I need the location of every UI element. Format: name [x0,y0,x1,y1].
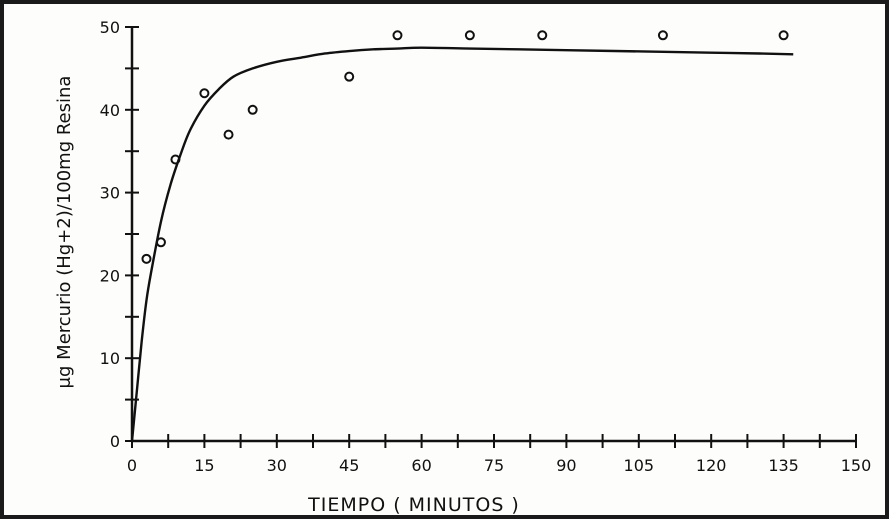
x-tick-label: 30 [267,456,287,475]
data-point [537,30,548,41]
axes: 0 10 20 30 40 50 0 15 30 45 60 75 90 105 120 135 150 [100,18,872,475]
data-point [778,30,789,41]
x-tick-label: 45 [339,456,359,475]
data-point [464,30,475,41]
y-tick-label: 0 [110,432,120,451]
x-tick-label: 120 [696,456,727,475]
x-axis-label: TIEMPO ( MINUTOS ) [307,494,520,516]
data-point [155,237,166,248]
x-tick-label: 135 [768,456,799,475]
data-point [344,71,355,82]
x-tick-label: 75 [484,456,504,475]
data-point [199,88,210,99]
y-tick-label: 20 [100,266,120,285]
data-point [247,104,258,115]
y-tick-label: 30 [100,184,120,203]
data-point [141,253,152,264]
x-tick-label: 15 [194,456,214,475]
chart-plot: 0 10 20 30 40 50 0 15 30 45 60 75 90 105 120 135 150 TIE… [54,18,872,516]
x-tick-label: 105 [624,456,655,475]
data-points-layer [141,30,789,264]
data-point [223,129,234,140]
axis-labels: TIEMPO ( MINUTOS ) μg Mercurio (Hg+2)/10… [54,76,520,516]
fitted-curve-layer [130,46,794,442]
y-tick-label: 10 [100,349,120,368]
x-tick-label: 150 [841,456,872,475]
y-tick-label: 40 [100,101,120,120]
y-axis-label: μg Mercurio (Hg+2)/100mg Resina [54,76,75,389]
data-point [392,30,403,41]
data-point [657,30,668,41]
x-tick-label: 90 [556,456,576,475]
data-point [170,154,181,165]
fitted-curve [130,46,794,442]
y-tick-label: 50 [100,18,120,37]
x-tick-label: 0 [127,456,137,475]
x-tick-label: 60 [411,456,431,475]
